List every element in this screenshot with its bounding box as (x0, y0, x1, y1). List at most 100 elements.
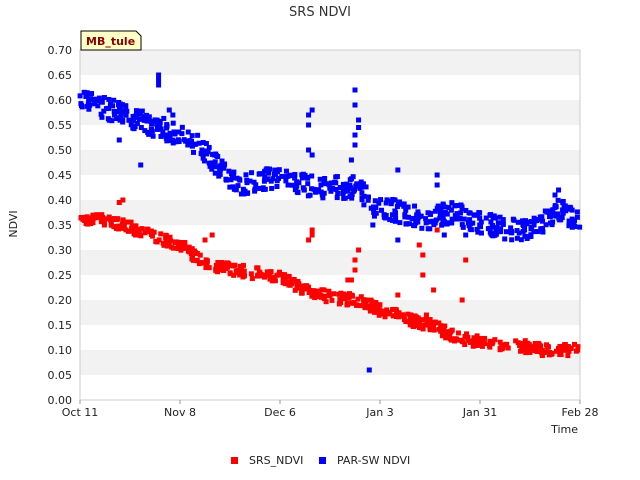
x-tick-label: Jan 3 (365, 406, 393, 419)
data-point (440, 201, 446, 207)
data-point (203, 141, 209, 147)
data-point (439, 325, 445, 331)
data-point (262, 174, 268, 180)
data-point (358, 294, 364, 300)
data-point (498, 226, 504, 232)
data-point (566, 348, 572, 354)
data-point (480, 340, 486, 346)
data-point (253, 182, 259, 188)
data-point (438, 207, 444, 213)
data-point (560, 210, 566, 216)
data-point (387, 217, 393, 223)
data-point (406, 214, 412, 220)
data-point (419, 317, 425, 323)
data-point (201, 158, 207, 164)
data-point (331, 291, 337, 297)
data-point (150, 133, 156, 139)
data-point (514, 228, 520, 234)
data-point (434, 182, 440, 188)
data-point (432, 208, 438, 214)
data-point (306, 147, 312, 153)
data-point (309, 227, 315, 233)
data-point (348, 157, 354, 163)
data-point (309, 107, 315, 113)
data-point (336, 301, 342, 307)
data-point (483, 215, 489, 221)
data-point (489, 223, 495, 229)
data-point (461, 216, 467, 222)
data-point (240, 186, 246, 192)
data-point (542, 208, 548, 214)
data-point (106, 214, 112, 220)
data-point (365, 194, 371, 200)
data-point (323, 299, 329, 305)
data-point (230, 263, 236, 269)
data-point (315, 293, 321, 299)
data-point (196, 261, 202, 267)
data-point (462, 342, 468, 348)
data-point (318, 292, 324, 298)
data-point (202, 237, 208, 243)
data-point (137, 232, 143, 238)
data-point (376, 200, 382, 206)
y-tick-label: 0.10 (48, 344, 73, 357)
data-point (349, 192, 355, 198)
data-point (101, 95, 107, 101)
data-point (137, 111, 143, 117)
data-point (349, 292, 355, 298)
data-point (361, 202, 367, 208)
data-point (319, 287, 325, 293)
data-point (423, 312, 429, 318)
data-point (119, 109, 125, 115)
data-point (412, 318, 418, 324)
data-point (295, 190, 301, 196)
data-point (157, 124, 163, 130)
data-point (490, 215, 496, 221)
data-point (566, 223, 572, 229)
data-point (287, 282, 293, 288)
data-point (535, 229, 541, 235)
data-point (241, 273, 247, 279)
data-point (371, 213, 377, 219)
data-point (503, 341, 509, 347)
grid-band (80, 150, 580, 175)
data-point (145, 129, 151, 135)
data-point (191, 149, 197, 155)
data-point (425, 210, 431, 216)
data-point (390, 313, 396, 319)
data-point (299, 175, 305, 181)
data-point (350, 174, 356, 180)
grid-band (80, 50, 580, 75)
data-point (231, 272, 237, 278)
data-point (185, 129, 191, 135)
data-point (395, 237, 401, 243)
data-point (162, 132, 168, 138)
data-point (244, 177, 250, 183)
data-point (562, 342, 568, 348)
data-point (363, 184, 369, 190)
data-point (355, 296, 361, 302)
data-point (555, 197, 561, 203)
data-point (553, 204, 559, 210)
data-point (148, 228, 154, 234)
data-point (120, 217, 126, 223)
data-point (448, 337, 454, 343)
data-point (283, 174, 289, 180)
data-point (99, 99, 105, 105)
data-point (428, 320, 434, 326)
data-point (334, 195, 340, 201)
data-point (383, 310, 389, 316)
data-point (252, 186, 258, 192)
data-point (84, 93, 90, 99)
x-tick-label: Jan 31 (462, 406, 497, 419)
data-point (394, 204, 400, 210)
data-point (497, 214, 503, 220)
data-point (442, 323, 448, 329)
data-point (414, 212, 420, 218)
data-point (340, 190, 346, 196)
data-point (402, 212, 408, 218)
data-point (335, 190, 341, 196)
data-point (237, 177, 243, 183)
data-point (356, 247, 362, 253)
data-point (317, 176, 323, 182)
